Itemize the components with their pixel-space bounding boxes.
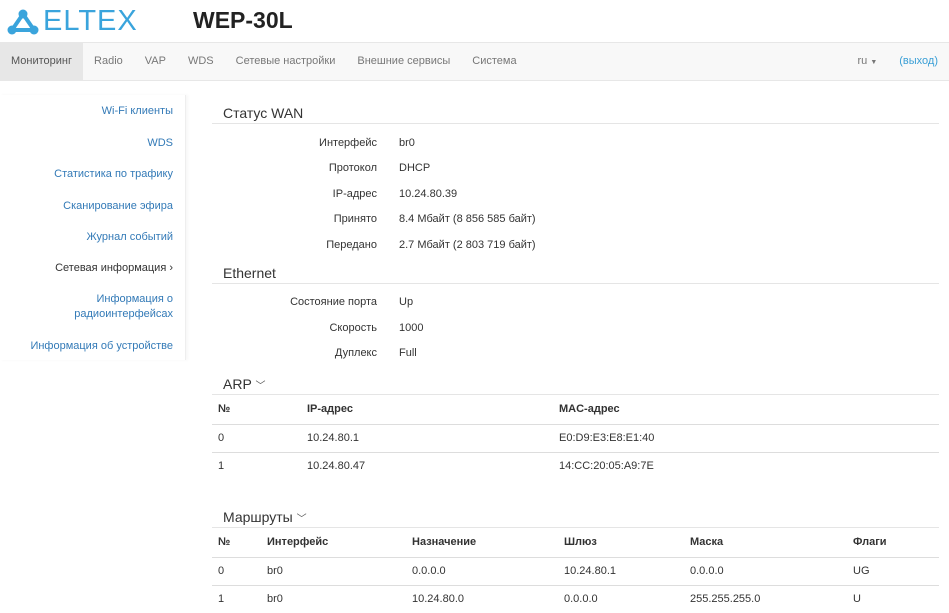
table-cell: 1 [218, 460, 225, 473]
logo-text: ELTEX [43, 5, 138, 37]
info-label: Протокол [328, 162, 377, 175]
table-row: 0 10.24.80.1 E0:D9:E3:E8:E1:40 [212, 424, 939, 453]
ethernet-section-title: Ethernet [212, 260, 939, 284]
info-row: Принято 8.4 Мбайт (8 856 585 байт) [212, 207, 939, 233]
logout-link[interactable]: (выход) [899, 55, 938, 67]
routes-table: № Интерфейс Назначение Шлюз Маска Флаги … [212, 528, 939, 613]
chevron-down-icon: ﹀ [296, 514, 307, 525]
nav-wds[interactable]: WDS [187, 55, 214, 67]
table-cell: 14:CC:20:05:A9:7E [559, 460, 654, 473]
sidebar-item-traffic-stats[interactable]: Статистика по трафику [54, 168, 173, 180]
device-title: WEP-30L [193, 7, 293, 33]
info-label: Передано [326, 238, 377, 251]
logo-icon [7, 9, 39, 34]
table-cell: 10.24.80.47 [307, 460, 366, 473]
info-label: Состояние порта [290, 296, 377, 309]
column-header: MAC-адрес [553, 395, 939, 425]
info-label: Дуплекс [334, 347, 377, 360]
caret-down-icon: ▼ [870, 59, 878, 66]
table-cell: 1 [218, 593, 225, 606]
table-cell: 0.0.0.0 [406, 557, 558, 586]
nav-network-settings[interactable]: Сетевые настройки [235, 55, 336, 67]
table-header-row: № Интерфейс Назначение Шлюз Маска Флаги [212, 528, 939, 558]
info-label: Интерфейс [319, 136, 377, 149]
info-label: Скорость [329, 321, 377, 334]
arp-title: ARP [223, 376, 252, 392]
language-label: ru [857, 55, 868, 67]
table-cell: 0 [212, 424, 301, 453]
column-header: Интерфейс [261, 528, 406, 558]
header: ELTEX WEP-30L [0, 0, 949, 42]
info-value: Full [399, 347, 417, 360]
table-cell: 10.24.80.0 [412, 593, 464, 606]
column-header: Назначение [406, 528, 558, 558]
table-cell: 10.24.80.1 [301, 424, 553, 453]
nav-vap[interactable]: VAP [144, 55, 166, 67]
nav-monitoring[interactable]: Мониторинг [0, 43, 84, 80]
sidebar-item-device-info[interactable]: Информация об устройстве [30, 340, 173, 352]
table-cell: 0.0.0.0 [564, 593, 598, 606]
table-header-row: № IP-адрес MAC-адрес [212, 395, 939, 425]
wan-info: Интерфейс br0 Протокол DHCP IP-адрес 10.24.… [212, 124, 939, 258]
table-cell: U [853, 593, 861, 606]
info-row: IP-адрес 10.24.80.39 [212, 181, 939, 207]
info-value: 2.7 Мбайт (2 803 719 байт) [399, 238, 536, 251]
eltex-logo[interactable]: ELTEX [6, 5, 138, 38]
column-header: № [212, 395, 301, 425]
language-dropdown[interactable]: ru ▼ [846, 43, 888, 80]
table-cell: br0 [261, 557, 406, 586]
sidebar-item-radio-info[interactable]: Информация о радиоинтерфейсах [74, 293, 173, 320]
info-row: Состояние порта Up [212, 290, 939, 316]
main-content: Статус WAN Интерфейс br0 Протокол DHCP IP-… [212, 100, 939, 613]
sidebar-item-air-scan[interactable]: Сканирование эфира [63, 200, 173, 212]
ethernet-info: Состояние порта Up Скорость 1000 Дуплекс Fu… [212, 284, 939, 367]
table-cell: 10.24.80.1 [558, 557, 684, 586]
column-header: Шлюз [558, 528, 684, 558]
info-value: DHCP [399, 162, 431, 175]
column-header: IP-адрес [301, 395, 553, 425]
sidebar-item-event-log[interactable]: Журнал событий [86, 231, 173, 243]
nav-radio[interactable]: Radio [94, 55, 123, 67]
info-value: Up [399, 296, 414, 309]
sidebar-item-network-info[interactable]: Сетевая информация › [55, 262, 173, 274]
info-value: 8.4 Мбайт (8 856 585 байт) [399, 213, 536, 226]
routes-section-toggle[interactable]: Маршруты ﹀ [212, 504, 939, 528]
table-cell: br0 [267, 593, 283, 606]
table-cell: 0 [212, 557, 261, 586]
table-cell: 255.255.255.0 [690, 593, 761, 606]
info-row: Дуплекс Full [212, 341, 939, 367]
table-row: 0 br0 0.0.0.0 10.24.80.1 0.0.0.0 UG [212, 557, 939, 586]
table-cell: UG [847, 557, 939, 586]
info-value: 10.24.80.39 [399, 187, 458, 200]
column-header: Маска [684, 528, 847, 558]
sidebar: Wi-Fi клиенты WDS Статистика по трафику … [0, 95, 186, 360]
routes-title: Маршруты [223, 509, 293, 525]
column-header: № [212, 528, 261, 558]
sidebar-item-wds[interactable]: WDS [147, 137, 173, 149]
chevron-down-icon: ﹀ [255, 381, 266, 392]
wan-section-title: Статус WAN [212, 100, 939, 124]
info-row: Интерфейс br0 [212, 130, 939, 156]
table-row: 1 10.24.80.47 14:CC:20:05:A9:7E [212, 452, 939, 480]
table-cell: 0.0.0.0 [684, 557, 847, 586]
sidebar-item-wifi-clients[interactable]: Wi-Fi клиенты [101, 105, 173, 117]
info-row: Передано 2.7 Мбайт (2 803 719 байт) [212, 232, 939, 258]
nav-system[interactable]: Система [472, 55, 517, 67]
arp-table: № IP-адрес MAC-адрес 0 10.24.80.1 E0:D9:E3… [212, 395, 939, 480]
info-label: IP-адрес [332, 187, 377, 200]
info-row: Протокол DHCP [212, 156, 939, 182]
table-row: 1 br0 10.24.80.0 0.0.0.0 255.255.255.0 U [212, 585, 939, 613]
table-cell: E0:D9:E3:E8:E1:40 [553, 424, 939, 453]
info-row: Скорость 1000 [212, 315, 939, 341]
arp-section-toggle[interactable]: ARP ﹀ [212, 371, 939, 395]
info-value: 1000 [399, 321, 424, 334]
top-nav: Мониторинг Radio VAP WDS Сетевые настрой… [0, 42, 949, 81]
info-value: br0 [399, 136, 415, 149]
column-header: Флаги [847, 528, 939, 558]
info-label: Принято [333, 213, 377, 226]
nav-external-services[interactable]: Внешние сервисы [357, 55, 451, 67]
